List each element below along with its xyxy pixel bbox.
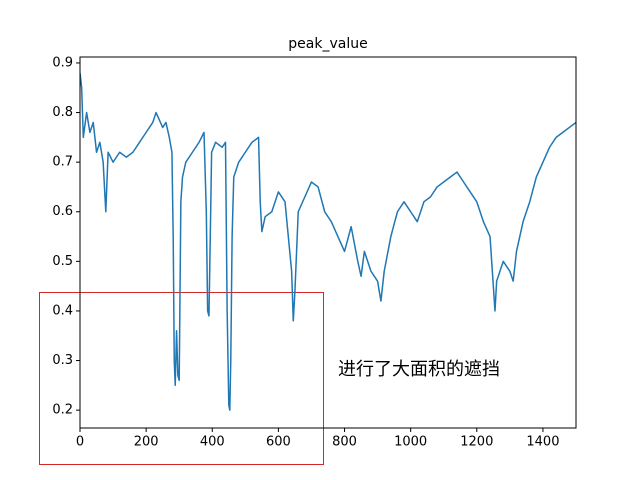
x-tick-label: 400 <box>200 435 225 450</box>
highlight-box <box>39 292 324 465</box>
y-tick-label: 0.3 <box>52 353 73 368</box>
y-tick-label: 0.9 <box>52 55 73 70</box>
line <box>80 72 576 411</box>
y-tick-label: 0.8 <box>52 105 73 120</box>
y-tick-label: 0.7 <box>52 155 73 170</box>
annotation: 进行了大面积的遮挡 <box>338 359 500 380</box>
x-tick-label: 1000 <box>394 435 427 450</box>
x-tick-label: 800 <box>332 435 357 450</box>
y-tick-label: 0.6 <box>52 204 73 219</box>
chart-title: peak_value <box>288 36 367 52</box>
y-tick-label: 0.4 <box>52 303 73 318</box>
y-tick-label: 0.5 <box>52 254 73 269</box>
x-tick-label: 600 <box>266 435 291 450</box>
x-tick-label: 1200 <box>460 435 493 450</box>
x-tick-label: 0 <box>76 435 84 450</box>
x-tick-label: 200 <box>134 435 159 450</box>
y-tick-label: 0.2 <box>52 403 73 418</box>
plot-frame <box>79 56 577 429</box>
x-tick-label: 1400 <box>526 435 559 450</box>
